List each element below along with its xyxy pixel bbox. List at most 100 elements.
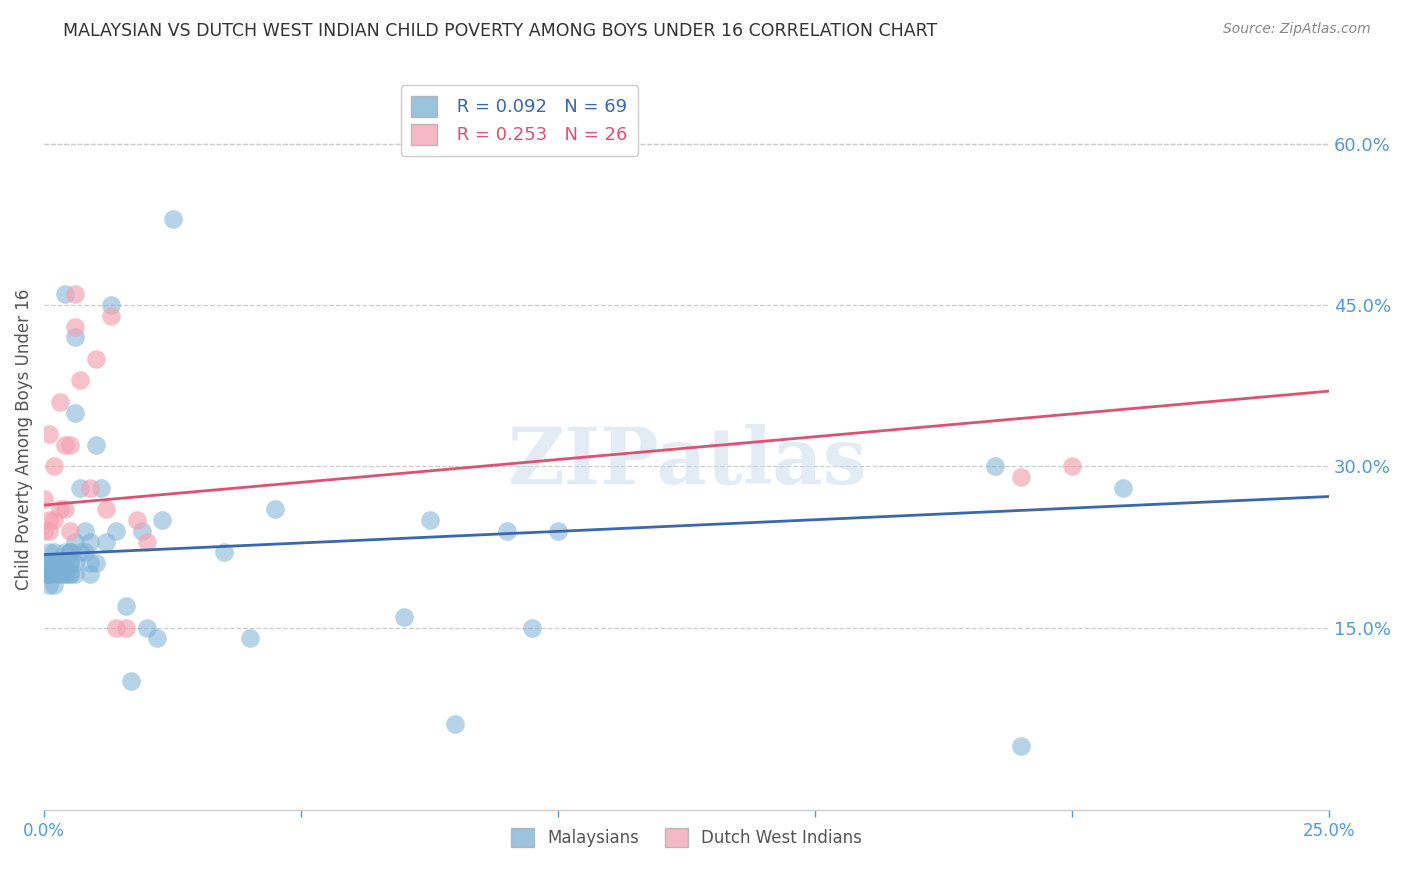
Point xyxy=(38,566,60,581)
Point xyxy=(53,502,76,516)
Point xyxy=(48,566,70,581)
Point xyxy=(44,545,66,559)
Point xyxy=(69,545,91,559)
Point xyxy=(63,534,86,549)
Point xyxy=(38,566,60,581)
Point xyxy=(84,438,107,452)
Point xyxy=(1010,470,1032,484)
Point xyxy=(239,632,262,646)
Point xyxy=(53,556,76,570)
Point xyxy=(264,502,287,516)
Point xyxy=(100,309,122,323)
Point xyxy=(59,566,82,581)
Point xyxy=(59,556,82,570)
Point xyxy=(59,438,82,452)
Point xyxy=(53,438,76,452)
Point xyxy=(63,556,86,570)
Point xyxy=(105,621,128,635)
Point xyxy=(38,427,60,442)
Point xyxy=(44,513,66,527)
Point xyxy=(38,566,60,581)
Point xyxy=(522,621,544,635)
Point xyxy=(63,319,86,334)
Point xyxy=(79,556,101,570)
Point xyxy=(38,513,60,527)
Point xyxy=(53,545,76,559)
Point xyxy=(162,212,184,227)
Point xyxy=(75,524,97,538)
Point xyxy=(984,459,1007,474)
Point xyxy=(444,717,467,731)
Point xyxy=(38,556,60,570)
Point xyxy=(53,556,76,570)
Point xyxy=(135,534,157,549)
Point xyxy=(44,566,66,581)
Text: MALAYSIAN VS DUTCH WEST INDIAN CHILD POVERTY AMONG BOYS UNDER 16 CORRELATION CHA: MALAYSIAN VS DUTCH WEST INDIAN CHILD POV… xyxy=(63,22,938,40)
Point xyxy=(131,524,153,538)
Point xyxy=(38,556,60,570)
Point xyxy=(53,287,76,301)
Y-axis label: Child Poverty Among Boys Under 16: Child Poverty Among Boys Under 16 xyxy=(15,289,32,591)
Point xyxy=(48,556,70,570)
Point xyxy=(146,632,169,646)
Point xyxy=(1060,459,1083,474)
Point xyxy=(48,395,70,409)
Point xyxy=(125,513,148,527)
Point xyxy=(38,545,60,559)
Point xyxy=(53,566,76,581)
Point xyxy=(63,566,86,581)
Point xyxy=(59,524,82,538)
Point xyxy=(63,406,86,420)
Point xyxy=(135,621,157,635)
Point xyxy=(84,556,107,570)
Point xyxy=(44,459,66,474)
Legend: Malaysians, Dutch West Indians: Malaysians, Dutch West Indians xyxy=(505,822,869,855)
Point xyxy=(44,556,66,570)
Point xyxy=(38,524,60,538)
Point xyxy=(115,621,138,635)
Point xyxy=(392,610,415,624)
Point xyxy=(32,491,55,506)
Point xyxy=(121,674,143,689)
Point xyxy=(79,534,101,549)
Point xyxy=(59,545,82,559)
Point xyxy=(115,599,138,614)
Point xyxy=(100,298,122,312)
Point xyxy=(79,481,101,495)
Point xyxy=(75,545,97,559)
Point xyxy=(48,502,70,516)
Point xyxy=(495,524,517,538)
Point xyxy=(38,566,60,581)
Point xyxy=(59,556,82,570)
Point xyxy=(1010,739,1032,753)
Point xyxy=(32,566,55,581)
Point xyxy=(63,287,86,301)
Point xyxy=(69,373,91,387)
Point xyxy=(547,524,569,538)
Point xyxy=(44,556,66,570)
Point xyxy=(84,351,107,366)
Point xyxy=(94,502,117,516)
Point xyxy=(94,534,117,549)
Point xyxy=(212,545,235,559)
Point xyxy=(79,566,101,581)
Point xyxy=(150,513,173,527)
Point xyxy=(48,556,70,570)
Point xyxy=(90,481,112,495)
Point xyxy=(69,481,91,495)
Point xyxy=(419,513,441,527)
Point xyxy=(63,330,86,344)
Point xyxy=(59,566,82,581)
Text: ZIPatlas: ZIPatlas xyxy=(506,424,866,500)
Point xyxy=(38,577,60,591)
Point xyxy=(48,566,70,581)
Point xyxy=(44,577,66,591)
Point xyxy=(1112,481,1135,495)
Text: Source: ZipAtlas.com: Source: ZipAtlas.com xyxy=(1223,22,1371,37)
Point xyxy=(32,556,55,570)
Point xyxy=(53,566,76,581)
Point xyxy=(38,556,60,570)
Point xyxy=(59,545,82,559)
Point xyxy=(105,524,128,538)
Point xyxy=(32,524,55,538)
